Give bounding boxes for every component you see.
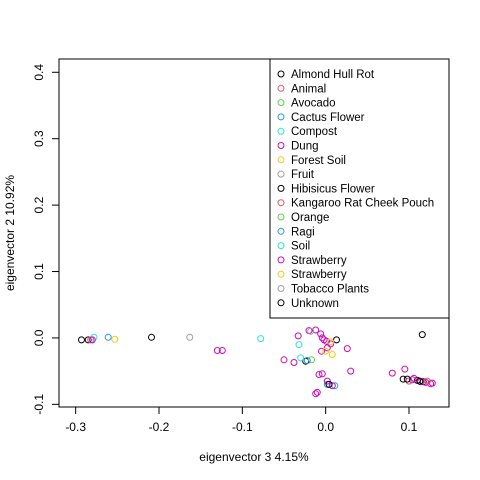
legend: Almond Hull Rot Animal Avocado Cactus Flowe… bbox=[269, 58, 450, 319]
legend-label-8: Hibisicus Flower bbox=[291, 183, 375, 195]
point-13-0 bbox=[410, 374, 418, 382]
point-0-7 bbox=[333, 336, 340, 344]
legend-marker-6 bbox=[277, 156, 285, 164]
point-7-0 bbox=[186, 333, 194, 341]
point-5-12 bbox=[318, 347, 325, 355]
point-2-0 bbox=[308, 356, 315, 364]
legend-label-3: Cactus Flower bbox=[291, 112, 365, 124]
legend-label-10: Orange bbox=[291, 212, 329, 224]
point-9-0 bbox=[423, 377, 431, 385]
point-3-0 bbox=[104, 333, 112, 341]
point-5-5 bbox=[312, 326, 320, 334]
legend-label-11: Ragi bbox=[291, 226, 315, 238]
legend-marker-14 bbox=[277, 270, 285, 278]
point-0-1 bbox=[84, 336, 92, 344]
point-5-0 bbox=[88, 336, 96, 344]
point-16-0 bbox=[325, 380, 333, 388]
point-5-3 bbox=[294, 332, 302, 340]
legend-label-4: Compost bbox=[291, 126, 338, 138]
point-5-18 bbox=[312, 390, 320, 398]
legend-label-0: Almond Hull Rot bbox=[291, 69, 375, 81]
legend-label-13: Strawberry bbox=[291, 255, 347, 267]
legend-label-9: Kangaroo Rat Cheek Pouch bbox=[291, 198, 434, 210]
legend-marker-2 bbox=[277, 99, 285, 107]
point-6-2 bbox=[328, 351, 336, 358]
x-tick-label-4: 0.1 bbox=[401, 420, 418, 434]
point-5-19 bbox=[347, 367, 355, 375]
y-tick-label-1: 0.0 bbox=[32, 329, 46, 346]
point-4-2 bbox=[295, 341, 303, 349]
legend-label-14: Strawberry bbox=[291, 269, 347, 281]
legend-marker-5 bbox=[277, 142, 285, 149]
legend-box bbox=[269, 58, 450, 319]
legend-marker-3 bbox=[277, 113, 285, 121]
point-5-6 bbox=[317, 330, 325, 338]
point-5-28 bbox=[323, 377, 331, 385]
legend-label-12: Soil bbox=[291, 241, 310, 253]
legend-marker-11 bbox=[277, 227, 285, 235]
point-5-11 bbox=[323, 344, 331, 352]
legend-label-1: Animal bbox=[291, 83, 326, 95]
x-axis-title: eigenvector 3 4.15% bbox=[199, 450, 309, 464]
legend-marker-10 bbox=[277, 213, 285, 221]
legend-label-15: Tobacco Plants bbox=[291, 284, 369, 296]
point-5-29 bbox=[328, 382, 336, 390]
legend-marker-4 bbox=[277, 127, 285, 135]
point-12-0 bbox=[297, 354, 305, 362]
legend-label-7: Fruit bbox=[291, 169, 315, 181]
legend-marker-12 bbox=[277, 242, 285, 250]
point-5-7 bbox=[318, 334, 326, 342]
point-5-1 bbox=[213, 347, 221, 354]
y-tick-label-3: 0.2 bbox=[32, 196, 46, 213]
y-tick-label-0: -0.1 bbox=[32, 394, 46, 415]
x-tick-label-0: -0.3 bbox=[65, 420, 86, 434]
legend-label-5: Dung bbox=[291, 141, 319, 153]
x-tick-label-1: -0.2 bbox=[149, 420, 170, 434]
point-6-1 bbox=[322, 347, 330, 355]
point-11-0 bbox=[303, 357, 311, 364]
point-5-26 bbox=[388, 369, 396, 377]
point-5-16 bbox=[318, 370, 326, 378]
point-5-15 bbox=[315, 371, 323, 378]
point-0-0 bbox=[78, 336, 85, 344]
legend-label-2: Avocado bbox=[291, 98, 336, 110]
point-5-2 bbox=[218, 347, 226, 354]
y-tick-label-4: 0.3 bbox=[32, 130, 46, 147]
point-6-0 bbox=[111, 335, 119, 343]
x-tick-label-2: -0.1 bbox=[232, 420, 253, 434]
point-6-3 bbox=[327, 338, 335, 346]
legend-marker-16 bbox=[277, 299, 285, 307]
point-8-0 bbox=[403, 375, 411, 383]
point-5-13 bbox=[290, 359, 298, 366]
x-axis: -0.3 -0.2 -0.1 0.0 0.1 bbox=[65, 406, 418, 434]
point-0-3 bbox=[418, 331, 426, 339]
y-axis: -0.1 0.0 0.1 0.2 0.3 0.4 bbox=[32, 64, 60, 415]
legend-label-6: Forest Soil bbox=[291, 155, 346, 167]
x-tick-label-3: 0.0 bbox=[317, 420, 334, 434]
legend-marker-13 bbox=[277, 256, 285, 264]
legend-marker-8 bbox=[277, 184, 285, 192]
legend-marker-0 bbox=[277, 70, 285, 78]
point-5-22 bbox=[417, 378, 425, 386]
point-5-17 bbox=[313, 388, 321, 396]
legend-marker-1 bbox=[277, 84, 285, 92]
y-tick-label-2: 0.1 bbox=[32, 263, 46, 280]
y-axis-title: eigenvector 2 10.92% bbox=[3, 175, 17, 291]
point-16-1 bbox=[416, 377, 424, 385]
legend-marker-15 bbox=[277, 285, 285, 292]
point-5-20 bbox=[401, 365, 409, 373]
y-tick-label-5: 0.4 bbox=[32, 64, 46, 81]
legend-label-16: Unknown bbox=[291, 298, 339, 310]
point-5-14 bbox=[280, 356, 288, 364]
point-5-27 bbox=[343, 345, 351, 353]
point-5-10 bbox=[327, 340, 335, 348]
point-15-0 bbox=[307, 327, 315, 335]
points-layer bbox=[78, 326, 436, 398]
legend-marker-9 bbox=[277, 199, 285, 207]
point-0-2 bbox=[148, 333, 155, 341]
legend-marker-7 bbox=[277, 170, 285, 178]
point-4-1 bbox=[257, 335, 265, 343]
point-5-21 bbox=[408, 376, 416, 384]
